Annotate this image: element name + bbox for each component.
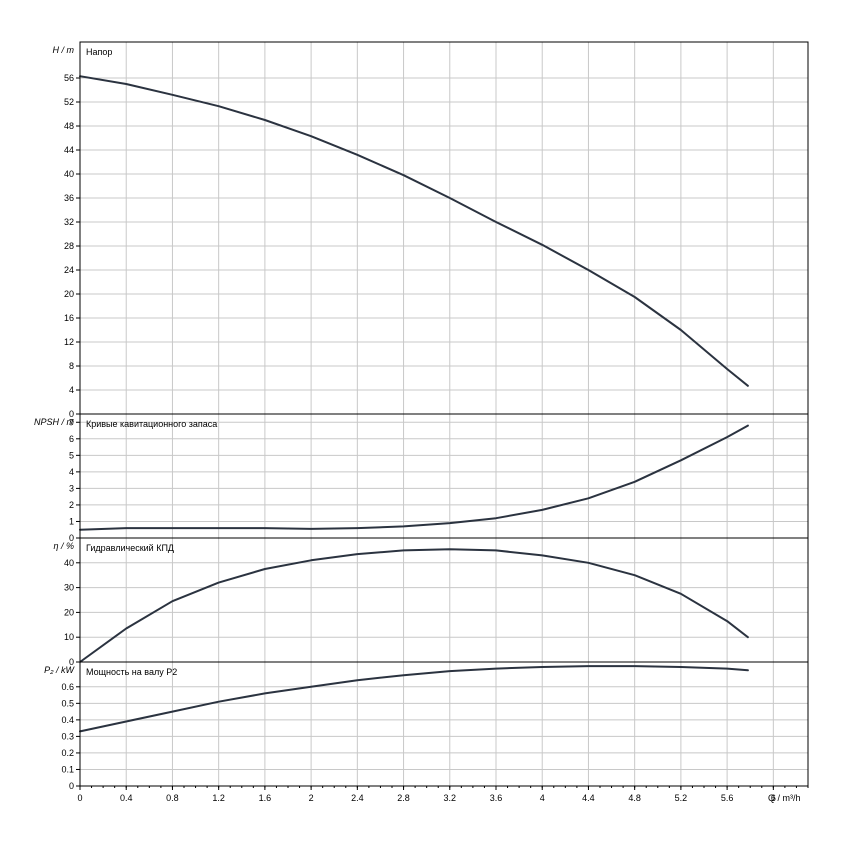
- y-tick-label: 20: [64, 607, 74, 617]
- y-tick-label: 4: [69, 467, 74, 477]
- x-tick-label: 4.4: [582, 793, 595, 803]
- panel-title: Кривые кавитационного запаса: [86, 419, 217, 429]
- y-tick-label: 0: [69, 409, 74, 419]
- x-tick-label: 0.4: [120, 793, 133, 803]
- y-tick-label: 4: [69, 385, 74, 395]
- y-tick-label: 28: [64, 241, 74, 251]
- x-tick-label: 6: [771, 793, 776, 803]
- y-tick-label: 20: [64, 289, 74, 299]
- x-tick-label: 2: [309, 793, 314, 803]
- y-tick-label: 0: [69, 781, 74, 791]
- y-tick-label: 30: [64, 583, 74, 593]
- y-tick-label: 0.6: [61, 682, 74, 692]
- y-tick-label: 5: [69, 450, 74, 460]
- x-tick-label: 2.4: [351, 793, 364, 803]
- series-line: [79, 75, 749, 387]
- x-tick-label: 0: [77, 793, 82, 803]
- series-line: [79, 548, 749, 663]
- y-tick-label: 0.2: [61, 748, 74, 758]
- y-tick-label: 0.5: [61, 698, 74, 708]
- y-tick-label: 0.1: [61, 764, 74, 774]
- y-tick-label: 40: [64, 169, 74, 179]
- y-tick-label: 0.3: [61, 731, 74, 741]
- x-tick-label: 1.2: [212, 793, 225, 803]
- y-tick-label: 44: [64, 145, 74, 155]
- y-tick-label: 0: [69, 657, 74, 667]
- panel-title: Гидравлический КПД: [86, 543, 174, 553]
- y-tick-label: 16: [64, 313, 74, 323]
- panel-title: Мощность на валу P2: [86, 667, 177, 677]
- x-tick-label: 5.6: [721, 793, 734, 803]
- y-tick-label: 10: [64, 632, 74, 642]
- y-tick-label: 8: [69, 361, 74, 371]
- y-axis-label: NPSH / m: [34, 417, 75, 427]
- y-tick-label: 6: [69, 434, 74, 444]
- y-tick-label: 48: [64, 121, 74, 131]
- series-line: [79, 424, 749, 531]
- x-tick-label: 2.8: [397, 793, 410, 803]
- y-tick-label: 3: [69, 483, 74, 493]
- y-axis-label: H / m: [53, 45, 75, 55]
- y-tick-label: 36: [64, 193, 74, 203]
- series-line: [79, 665, 749, 733]
- y-tick-label: 7: [69, 417, 74, 427]
- y-tick-label: 0.4: [61, 715, 74, 725]
- y-tick-label: 2: [69, 500, 74, 510]
- y-tick-label: 12: [64, 337, 74, 347]
- y-tick-label: 56: [64, 73, 74, 83]
- y-tick-label: 52: [64, 97, 74, 107]
- x-axis-label: Q / m³/h: [768, 793, 801, 803]
- y-tick-label: 32: [64, 217, 74, 227]
- y-tick-label: 24: [64, 265, 74, 275]
- y-tick-label: 1: [69, 516, 74, 526]
- x-tick-label: 4.8: [628, 793, 641, 803]
- plot-frame: [79, 41, 809, 787]
- y-tick-label: 0: [69, 533, 74, 543]
- x-tick-label: 3.6: [490, 793, 503, 803]
- y-axis-label: P₂ / kW: [44, 665, 75, 675]
- x-tick-label: 3.2: [444, 793, 457, 803]
- x-tick-label: 5.2: [675, 793, 688, 803]
- panel-title: Напор: [86, 47, 112, 57]
- x-tick-label: 1.6: [259, 793, 272, 803]
- x-tick-label: 4: [540, 793, 545, 803]
- y-tick-label: 40: [64, 558, 74, 568]
- x-tick-label: 0.8: [166, 793, 179, 803]
- y-axis-label: η / %: [53, 541, 74, 551]
